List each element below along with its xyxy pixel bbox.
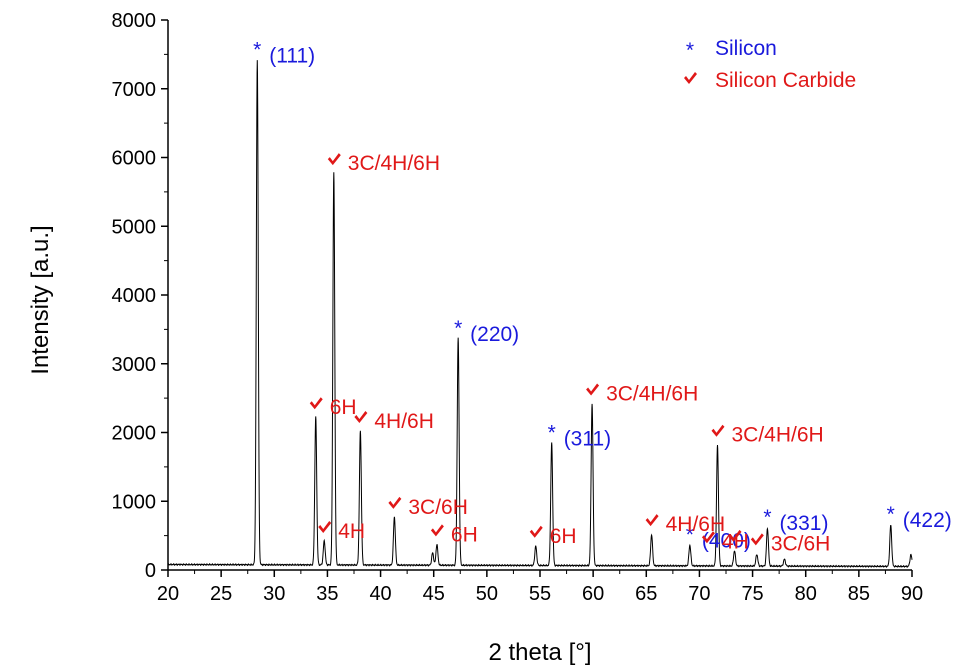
x-tick-label: 25 [210,583,232,605]
sic-peak-label: 3C/4H/6H [327,152,440,175]
sic-polytype-text: 4H/6H [666,513,726,536]
plot-area [167,60,913,568]
check-icon [309,397,323,410]
silicon-peak-label: * (422) [887,503,952,532]
y-tick-label: 7000 [112,79,157,101]
legend: * Silicon Silicon Carbide [684,37,856,92]
y-tick-label: 5000 [112,216,157,238]
xrd-pattern-line [167,60,913,568]
silicon-plane-text: (331) [779,512,828,535]
sic-polytype-text: 4H [338,520,365,543]
check-icon [327,153,341,166]
sic-peak-label: 3C/4H/6H [711,424,824,447]
sic-polytype-text: 6H [330,396,357,419]
sic-peak-label: 6H [430,523,478,546]
x-axis-title: 2 theta [°] [489,639,592,666]
sic-polytype-text: 6H [550,525,577,548]
silicon-peak-label: * (331) [763,506,828,535]
y-tick-label: 4000 [112,285,157,307]
x-tick-label: 60 [582,583,604,605]
legend-check-icon [684,72,697,84]
y-tick-label: 8000 [112,10,157,32]
sic-polytype-text: 4H [722,530,749,553]
x-tick-label: 55 [529,583,551,605]
sic-polytype-text: 6H [451,523,478,546]
legend-star-icon: * [686,39,694,62]
sic-peak-label [728,529,742,542]
x-tick-label: 90 [901,583,923,605]
silicon-peak-label: * (311) [548,422,612,451]
silicon-plane-text: (311) [564,428,611,451]
legend-item: Silicon Carbide [684,69,856,92]
sic-peak-label: 3C/6H [750,532,831,555]
check-icon [318,520,332,533]
x-tick-label: 40 [369,583,391,605]
x-tick-label: 35 [316,583,338,605]
sic-polytype-text: 3C/6H [771,532,831,555]
y-tick-label: 2000 [112,423,157,445]
check-icon [388,496,402,509]
silicon-peak-label: * (111) [253,39,315,68]
sic-peak-label: 6H [309,396,357,419]
silicon-peak-label: * (220) [454,317,519,346]
check-icon [430,524,444,537]
y-tick-label: 3000 [112,354,157,376]
silicon-star-icon: * [548,422,556,445]
x-tick-label: 75 [741,583,763,605]
y-tick-label: 6000 [112,148,157,170]
x-axis: 20 25 30 35 40 45 50 55 60 65 70 75 80 85 90 [157,569,923,605]
sic-polytype-text: 4H/6H [374,410,434,433]
x-tick-label: 85 [848,583,870,605]
x-tick-label: 65 [635,583,657,605]
sic-polytype-text: 3C/4H/6H [348,152,440,175]
silicon-plane-text: (220) [470,323,519,346]
check-icon [711,424,725,437]
silicon-plane-text: (422) [903,509,952,532]
check-icon [728,529,742,542]
sic-peak-label: 3C/6H [388,496,468,519]
legend-item: * Silicon [686,37,777,62]
silicon-plane-text: (111) [269,45,315,68]
y-tick-label: 1000 [112,491,157,513]
check-icon [701,531,715,544]
check-icon [354,410,368,423]
silicon-star-icon: * [686,523,694,546]
legend-label: Silicon [715,37,777,60]
x-tick-label: 30 [263,583,285,605]
check-icon [645,514,659,527]
legend-label: Silicon Carbide [715,69,856,92]
y-axis-title: Intensity [a.u.] [27,225,54,374]
sic-peak-label: 4H/6H [645,513,726,536]
x-tick-label: 50 [476,583,498,605]
check-icon [529,525,543,538]
y-tick-label: 0 [145,560,156,582]
sic-polytype-text: 3C/4H/6H [606,382,698,405]
x-tick-label: 45 [423,583,445,605]
check-icon [750,533,764,546]
sic-peak-label: 4H/6H [354,410,434,433]
peak-annotations: * (111)* (220)* (311)* (400)* (331) * (422)3C/4… [253,39,952,556]
y-axis: 0 1000 2000 3000 4000 5000 6000 7000 8000 [112,10,169,582]
x-tick-label: 70 [688,583,710,605]
silicon-star-icon: * [763,506,771,529]
silicon-star-icon: * [887,503,895,526]
check-icon [586,383,600,396]
sic-peak-label: 3C/4H/6H [586,382,698,405]
sic-polytype-text: 3C/4H/6H [731,424,823,447]
x-tick-label: 20 [157,583,179,605]
silicon-star-icon: * [454,317,462,340]
sic-peak-label: 4H [318,520,365,543]
silicon-star-icon: * [253,39,261,62]
sic-peak-label: 6H [529,525,577,548]
x-tick-label: 80 [795,583,817,605]
sic-polytype-text: 3C/6H [408,496,468,519]
